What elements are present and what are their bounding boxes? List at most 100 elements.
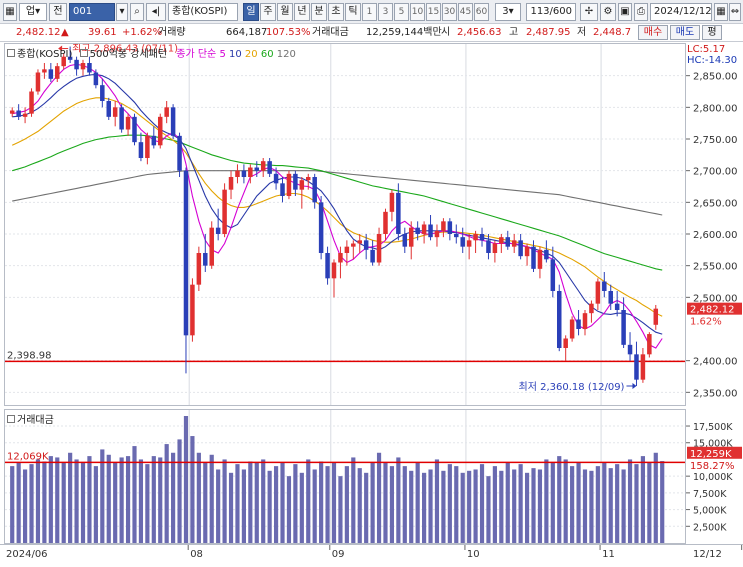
candle[interactable] — [363, 234, 369, 260]
candle[interactable] — [280, 177, 285, 203]
candle[interactable] — [454, 224, 459, 244]
candle[interactable] — [203, 234, 208, 272]
candle[interactable] — [125, 113, 131, 136]
volume-bar[interactable] — [557, 456, 562, 543]
volume-bar[interactable] — [331, 462, 337, 543]
volume-bar[interactable] — [589, 470, 594, 543]
volume-bar[interactable] — [492, 466, 497, 543]
candle[interactable] — [344, 240, 350, 266]
period-tab[interactable]: 틱 — [345, 3, 361, 21]
candle[interactable] — [524, 243, 530, 266]
candle[interactable] — [531, 240, 536, 272]
volume-bar[interactable] — [61, 462, 66, 543]
calendar-icon[interactable]: ▦ — [714, 3, 728, 21]
candle[interactable] — [595, 278, 601, 310]
candle[interactable] — [447, 218, 453, 241]
volume-bar[interactable] — [640, 456, 646, 543]
period-tab[interactable]: 일 — [243, 3, 259, 21]
interval-tab[interactable]: 3 — [378, 3, 393, 21]
volume-bar[interactable] — [338, 476, 343, 543]
period-tab[interactable]: 주 — [260, 3, 276, 21]
candle[interactable] — [415, 221, 420, 241]
candle[interactable] — [48, 63, 54, 82]
candle[interactable] — [145, 132, 150, 165]
volume-bar[interactable] — [222, 459, 227, 543]
candle[interactable] — [22, 107, 28, 124]
candle[interactable] — [273, 167, 279, 190]
candle[interactable] — [196, 246, 202, 291]
volume-bar[interactable] — [344, 466, 349, 543]
volume-bar[interactable] — [145, 464, 150, 543]
volume-chart[interactable]: 12,069K — [5, 410, 743, 543]
volume-bar[interactable] — [647, 462, 652, 543]
period-tab[interactable]: 초 — [328, 3, 344, 21]
candle[interactable] — [499, 234, 504, 253]
candle[interactable] — [608, 284, 613, 310]
candle[interactable] — [479, 227, 485, 247]
candle[interactable] — [518, 234, 523, 260]
volume-bar[interactable] — [370, 462, 375, 543]
candle[interactable] — [544, 240, 549, 263]
volume-chart-panel[interactable]: 12,069K 거래대금 — [4, 409, 743, 544]
candle[interactable] — [614, 291, 620, 317]
volume-bar[interactable] — [479, 464, 485, 543]
volume-bar[interactable] — [505, 462, 510, 543]
candle[interactable] — [9, 107, 15, 117]
count-field[interactable]: 113/600 — [526, 3, 576, 21]
candle[interactable] — [164, 101, 169, 124]
volume-bar[interactable] — [627, 459, 633, 543]
volume-bar[interactable] — [190, 436, 195, 543]
volume-bar[interactable] — [113, 462, 118, 543]
save-icon[interactable]: ▣ — [618, 3, 632, 21]
candle[interactable] — [370, 240, 375, 266]
volume-bar[interactable] — [241, 469, 246, 543]
candle[interactable] — [351, 240, 356, 260]
candle[interactable] — [338, 246, 343, 279]
candle[interactable] — [248, 164, 253, 184]
candle[interactable] — [647, 332, 652, 358]
volume-bar[interactable] — [415, 462, 420, 543]
volume-bar[interactable] — [550, 462, 555, 543]
candle[interactable] — [602, 272, 607, 298]
eval-button[interactable]: 평 — [702, 25, 722, 40]
candle[interactable] — [260, 158, 266, 177]
volume-bar[interactable] — [35, 459, 41, 543]
volume-bar[interactable] — [615, 464, 620, 543]
volume-bar[interactable] — [467, 470, 472, 543]
volume-bar[interactable] — [235, 464, 240, 543]
volume-bar[interactable] — [486, 476, 491, 543]
candle[interactable] — [151, 126, 157, 149]
volume-bar[interactable] — [376, 452, 382, 543]
volume-bar[interactable] — [80, 462, 86, 543]
candle[interactable] — [119, 104, 124, 133]
candle[interactable] — [74, 56, 79, 76]
print-icon[interactable]: ⎙ — [634, 3, 648, 21]
candle[interactable] — [80, 59, 86, 76]
candle[interactable] — [634, 341, 639, 386]
candle[interactable] — [653, 304, 659, 330]
interval-tab[interactable]: 5 — [394, 3, 409, 21]
volume-bar[interactable] — [473, 469, 478, 543]
volume-bar[interactable] — [164, 444, 169, 543]
candle[interactable] — [582, 310, 588, 336]
candle[interactable] — [389, 189, 395, 222]
volume-bar[interactable] — [273, 466, 279, 543]
volume-bar[interactable] — [402, 466, 407, 543]
candle[interactable] — [325, 246, 330, 285]
volume-bar[interactable] — [29, 464, 34, 543]
candle[interactable] — [383, 208, 388, 241]
candle[interactable] — [460, 227, 465, 253]
volume-bar[interactable] — [582, 469, 588, 543]
volume-bar[interactable] — [132, 446, 137, 543]
settings-icon[interactable]: ⚙ — [600, 3, 616, 21]
volume-bar[interactable] — [306, 459, 311, 543]
candle[interactable] — [421, 221, 427, 244]
candle[interactable] — [132, 113, 137, 146]
candle[interactable] — [434, 224, 440, 247]
volume-bar[interactable] — [171, 452, 176, 543]
volume-bar[interactable] — [100, 449, 105, 543]
interval-tab[interactable]: 30 — [442, 3, 457, 21]
interval-tab[interactable]: 10 — [410, 3, 425, 21]
volume-bar[interactable] — [364, 472, 369, 543]
index-name-field[interactable]: 종합(KOSPI) — [168, 3, 238, 21]
